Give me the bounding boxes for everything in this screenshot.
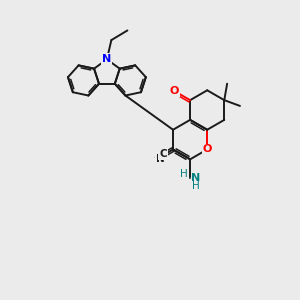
Text: N: N [102, 54, 112, 64]
Text: N: N [191, 172, 201, 182]
Text: O: O [170, 86, 179, 96]
Text: C: C [159, 149, 167, 159]
Text: N: N [156, 154, 164, 164]
Text: H: H [192, 181, 199, 191]
Text: -: - [189, 172, 193, 182]
Text: O: O [202, 145, 212, 154]
Text: H: H [180, 169, 188, 179]
